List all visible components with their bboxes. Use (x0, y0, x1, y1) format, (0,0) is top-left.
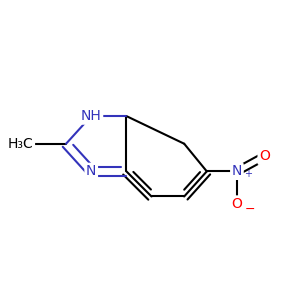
Text: N: N (232, 164, 242, 178)
Text: −: − (244, 202, 255, 215)
Text: +: + (244, 169, 252, 179)
Text: O: O (232, 197, 242, 211)
Text: NH: NH (81, 109, 102, 123)
Text: N: N (86, 164, 96, 178)
Text: H₃C: H₃C (8, 137, 33, 151)
Text: O: O (259, 149, 270, 163)
